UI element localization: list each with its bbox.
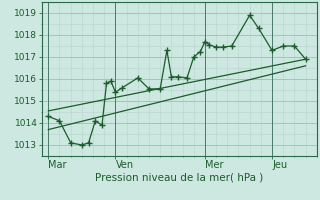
X-axis label: Pression niveau de la mer( hPa ): Pression niveau de la mer( hPa ) — [95, 173, 263, 183]
